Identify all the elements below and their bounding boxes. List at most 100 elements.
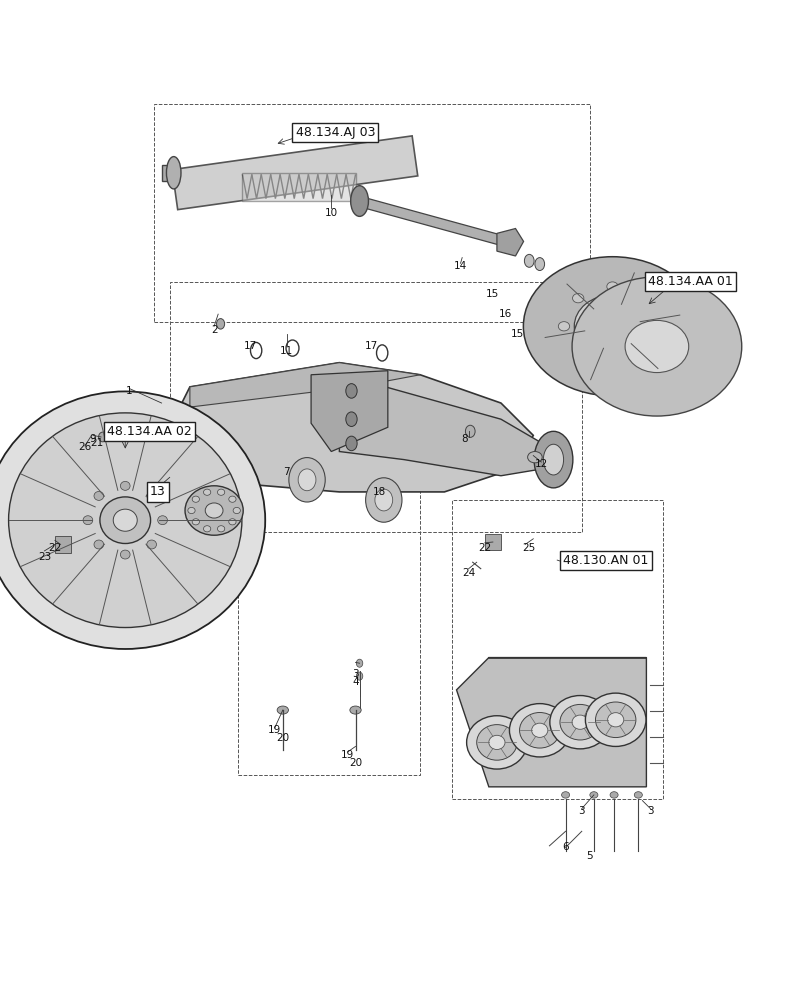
Ellipse shape bbox=[608, 713, 624, 727]
Ellipse shape bbox=[509, 704, 570, 757]
Ellipse shape bbox=[277, 706, 288, 714]
Polygon shape bbox=[339, 374, 549, 476]
Ellipse shape bbox=[586, 693, 646, 746]
Text: 8: 8 bbox=[461, 434, 468, 444]
Ellipse shape bbox=[634, 792, 642, 798]
Ellipse shape bbox=[365, 478, 402, 522]
Ellipse shape bbox=[560, 704, 600, 740]
Text: 22: 22 bbox=[48, 543, 61, 553]
Polygon shape bbox=[497, 229, 524, 256]
Ellipse shape bbox=[572, 715, 588, 729]
Text: 3: 3 bbox=[579, 806, 585, 816]
Ellipse shape bbox=[350, 706, 361, 714]
Ellipse shape bbox=[562, 792, 570, 798]
Text: 17: 17 bbox=[244, 341, 257, 351]
Polygon shape bbox=[55, 536, 71, 553]
Ellipse shape bbox=[185, 486, 243, 535]
Text: 22: 22 bbox=[478, 543, 491, 553]
Ellipse shape bbox=[534, 431, 573, 488]
Ellipse shape bbox=[9, 413, 242, 628]
Ellipse shape bbox=[375, 489, 393, 511]
Text: 17: 17 bbox=[365, 341, 378, 351]
Text: 19: 19 bbox=[341, 750, 354, 760]
Ellipse shape bbox=[100, 497, 150, 544]
Text: 6: 6 bbox=[562, 842, 569, 852]
Ellipse shape bbox=[477, 725, 517, 760]
Text: 23: 23 bbox=[38, 552, 51, 562]
Ellipse shape bbox=[229, 496, 236, 502]
Ellipse shape bbox=[289, 458, 325, 502]
Polygon shape bbox=[242, 173, 356, 201]
Ellipse shape bbox=[356, 659, 363, 667]
Ellipse shape bbox=[641, 350, 652, 359]
Ellipse shape bbox=[590, 792, 598, 798]
Ellipse shape bbox=[298, 469, 316, 491]
Text: 10: 10 bbox=[325, 208, 338, 218]
Ellipse shape bbox=[120, 481, 130, 490]
Ellipse shape bbox=[229, 519, 236, 525]
Ellipse shape bbox=[346, 384, 357, 398]
Ellipse shape bbox=[467, 716, 528, 769]
Text: 3: 3 bbox=[352, 669, 359, 679]
Text: 20: 20 bbox=[349, 758, 362, 768]
Ellipse shape bbox=[217, 526, 225, 532]
Text: 20: 20 bbox=[276, 733, 289, 743]
Ellipse shape bbox=[356, 672, 363, 680]
Ellipse shape bbox=[217, 489, 225, 495]
Ellipse shape bbox=[113, 509, 137, 531]
Text: 12: 12 bbox=[535, 459, 548, 469]
Polygon shape bbox=[172, 136, 418, 210]
Ellipse shape bbox=[489, 735, 505, 750]
Ellipse shape bbox=[166, 157, 181, 189]
Text: 5: 5 bbox=[587, 851, 593, 861]
Ellipse shape bbox=[187, 507, 196, 514]
Text: 3: 3 bbox=[647, 806, 654, 816]
Text: 15: 15 bbox=[511, 329, 524, 339]
Text: 25: 25 bbox=[523, 543, 536, 553]
Ellipse shape bbox=[572, 277, 742, 416]
Ellipse shape bbox=[535, 258, 545, 271]
Ellipse shape bbox=[94, 540, 103, 549]
Ellipse shape bbox=[351, 186, 368, 216]
Ellipse shape bbox=[595, 702, 636, 738]
Ellipse shape bbox=[520, 713, 560, 748]
Text: 16: 16 bbox=[499, 309, 511, 319]
Ellipse shape bbox=[147, 540, 157, 549]
Text: 15: 15 bbox=[486, 289, 499, 299]
Text: 48.130.AN 01: 48.130.AN 01 bbox=[563, 554, 649, 567]
Polygon shape bbox=[174, 363, 533, 492]
Text: 24: 24 bbox=[462, 568, 475, 578]
Text: 13: 13 bbox=[149, 485, 166, 498]
Text: 18: 18 bbox=[373, 487, 386, 497]
Ellipse shape bbox=[217, 319, 225, 329]
Polygon shape bbox=[190, 363, 420, 407]
Ellipse shape bbox=[528, 452, 542, 463]
Text: 1: 1 bbox=[126, 386, 133, 396]
Ellipse shape bbox=[99, 432, 107, 442]
Ellipse shape bbox=[607, 361, 618, 371]
Ellipse shape bbox=[346, 412, 357, 426]
Ellipse shape bbox=[83, 516, 93, 525]
Text: 19: 19 bbox=[268, 725, 281, 735]
Text: 11: 11 bbox=[280, 346, 293, 356]
Ellipse shape bbox=[205, 503, 223, 518]
Text: 9: 9 bbox=[90, 434, 96, 444]
Ellipse shape bbox=[192, 519, 200, 525]
Polygon shape bbox=[485, 534, 501, 550]
Text: 26: 26 bbox=[78, 442, 91, 452]
Ellipse shape bbox=[524, 254, 534, 267]
Text: 2: 2 bbox=[211, 325, 217, 335]
Ellipse shape bbox=[641, 294, 652, 303]
Ellipse shape bbox=[558, 322, 570, 331]
Ellipse shape bbox=[204, 526, 211, 532]
Polygon shape bbox=[360, 196, 501, 245]
Text: 48.134.AA 01: 48.134.AA 01 bbox=[649, 275, 733, 288]
Ellipse shape bbox=[655, 322, 667, 331]
Text: 14: 14 bbox=[454, 261, 467, 271]
Ellipse shape bbox=[0, 391, 265, 649]
Ellipse shape bbox=[574, 295, 650, 358]
Ellipse shape bbox=[573, 350, 584, 359]
Ellipse shape bbox=[625, 320, 688, 373]
Ellipse shape bbox=[607, 282, 618, 291]
Text: 48.134.AJ 03: 48.134.AJ 03 bbox=[296, 126, 375, 139]
